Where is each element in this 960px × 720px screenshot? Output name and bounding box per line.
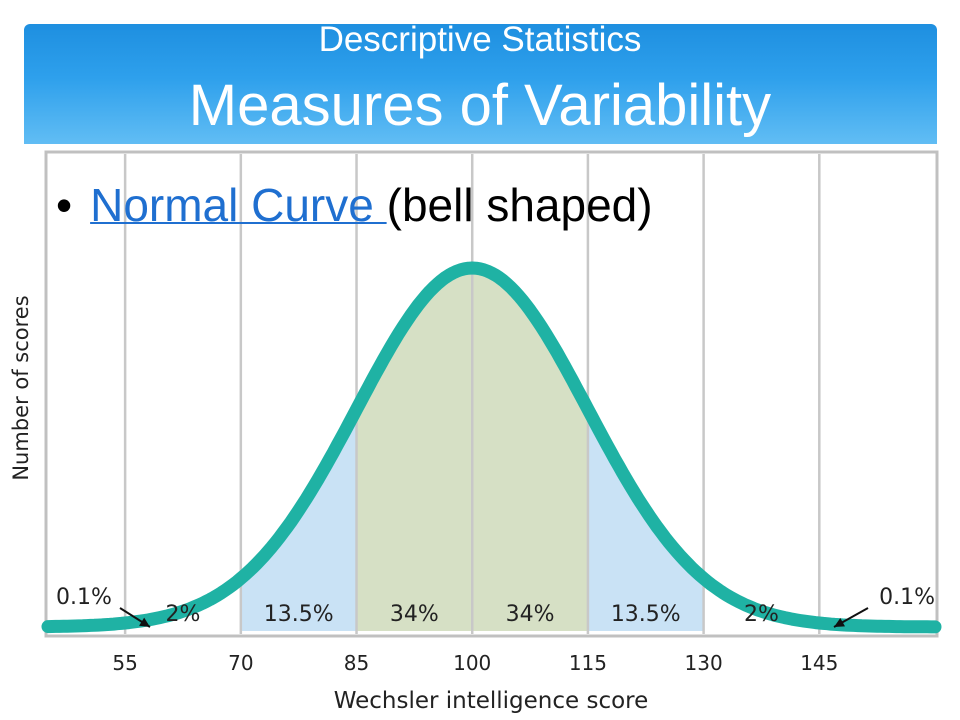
x-tick-label-85: 85 [344,651,369,675]
bell-curve [41,261,942,634]
region-label-2: 34% [390,602,439,627]
slide-title: Measures of Variability [188,73,772,138]
normal-curve-link[interactable]: Normal Curve [90,179,387,231]
slide-subtitle: Descriptive Statistics [318,20,642,59]
region-label-4: 13.5% [611,602,681,627]
tail-arrowhead-right [834,617,845,627]
region-label-0: 2% [166,602,201,627]
bell-shaped-text: (bell shaped) [386,179,653,231]
y-axis-label: Number of scores [9,295,33,480]
x-tick-label-55: 55 [112,651,137,675]
tail-label-right: 0.1% [879,585,935,610]
bullet-normal-curve: • Normal Curve (bell shaped) [56,178,653,232]
tail-label-left: 0.1% [56,585,112,610]
x-tick-label-145: 145 [800,651,838,675]
title-banner [24,24,937,144]
region-label-1: 13.5% [264,602,334,627]
region-label-5: 2% [744,602,779,627]
x-axis-label: Wechsler intelligence score [334,688,649,714]
x-tick-label-115: 115 [569,651,607,675]
x-tick-label-130: 130 [685,651,723,675]
bullet-dot: • [56,179,73,231]
x-tick-label-100: 100 [453,651,491,675]
region-label-3: 34% [506,602,555,627]
x-tick-label-70: 70 [228,651,253,675]
tail-arrowhead-left [139,617,150,627]
